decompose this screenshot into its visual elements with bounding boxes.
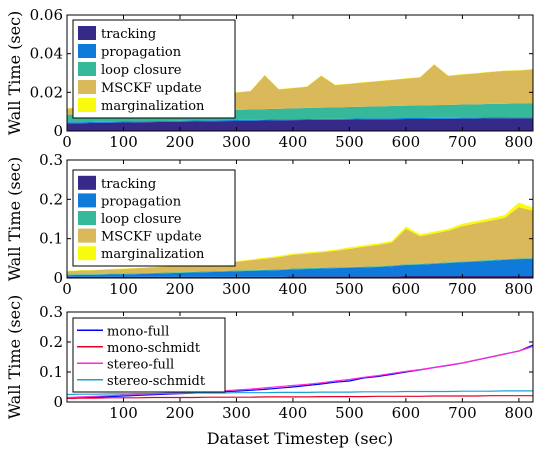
chart-panel-1: 0 100 200 300 400 500 600 700 800 0 0.02 0.04 0.06 Wa… bbox=[5, 6, 534, 151]
y-tick-label: 0.06 bbox=[30, 6, 63, 24]
x-tick-label: 600 bbox=[392, 133, 421, 151]
line-stereo-full bbox=[67, 345, 533, 399]
x-tick-label: 300 bbox=[222, 280, 251, 298]
x-tick-label: 800 bbox=[505, 133, 534, 151]
legend-swatch bbox=[78, 246, 96, 261]
x-tick-label: 700 bbox=[448, 404, 477, 422]
area-msckf-update bbox=[67, 207, 533, 275]
y-tick-label: 0 bbox=[53, 269, 63, 287]
y-tick-label: 0.1 bbox=[39, 230, 63, 248]
chart-panel-3: 100 200 300 400 500 600 700 800 0 0.1 0.2 0.3 Wall T… bbox=[5, 295, 534, 448]
y-tick-label: 0 bbox=[53, 122, 63, 140]
legend-label: propagation bbox=[101, 45, 182, 60]
axes-box bbox=[66, 311, 534, 403]
area-propagation bbox=[67, 117, 533, 124]
x-tick-label: 700 bbox=[448, 133, 477, 151]
legend-label: mono-schmidt bbox=[107, 341, 201, 356]
legend-swatch bbox=[78, 98, 96, 112]
x-tick-label: 400 bbox=[279, 280, 308, 298]
area-propagation bbox=[67, 258, 533, 277]
legend-label: loop closure bbox=[101, 63, 182, 78]
x-tick-label: 600 bbox=[392, 280, 421, 298]
legend-swatch bbox=[78, 62, 96, 76]
x-tick-label: 300 bbox=[222, 133, 251, 151]
x-tick-label: 400 bbox=[279, 404, 308, 422]
axes-box bbox=[66, 159, 534, 279]
x-tick-label: 0 bbox=[62, 133, 72, 151]
plot-area bbox=[67, 344, 533, 399]
legend-swatch bbox=[78, 175, 96, 190]
y-tick-label: 0.2 bbox=[39, 190, 63, 208]
legend-label: propagation bbox=[101, 194, 182, 209]
x-tick-label: 400 bbox=[279, 133, 308, 151]
line-mono-schmidt bbox=[67, 395, 533, 399]
x-tick-label: 100 bbox=[109, 404, 138, 422]
x-tick-label: 500 bbox=[335, 280, 364, 298]
y-tick-label: 0.1 bbox=[39, 363, 63, 381]
legend-box bbox=[72, 19, 236, 119]
legend-label: MSCKF update bbox=[101, 230, 202, 245]
legend-swatch bbox=[78, 228, 96, 243]
x-tick-label: 500 bbox=[335, 404, 364, 422]
x-tick-label: 800 bbox=[505, 404, 534, 422]
x-tick-label: 200 bbox=[166, 133, 195, 151]
axes-box bbox=[66, 14, 534, 132]
x-tick-label: 600 bbox=[392, 404, 421, 422]
legend-label: loop closure bbox=[101, 212, 182, 227]
legend-label: MSCKF update bbox=[101, 81, 202, 96]
x-tick-label: 500 bbox=[335, 133, 364, 151]
x-tick-label: 200 bbox=[166, 404, 195, 422]
legend-swatch bbox=[78, 80, 96, 94]
x-tick-label: 300 bbox=[222, 404, 251, 422]
legend-label: marginalization bbox=[101, 99, 205, 114]
legend: tracking propagation loop closure MSCKF upd… bbox=[72, 169, 236, 267]
legend-swatch bbox=[78, 211, 96, 225]
y-tick-label: 0.02 bbox=[30, 83, 63, 101]
chart-panel-2: 0 100 200 300 400 500 600 700 800 0 0.1 0.2 0.3 Wall … bbox=[5, 151, 534, 298]
area-tracking bbox=[67, 118, 533, 131]
legend-label: marginalization bbox=[101, 247, 205, 262]
x-tick-label: 0 bbox=[62, 280, 72, 298]
legend-box bbox=[72, 169, 236, 267]
x-tick-label: 800 bbox=[505, 280, 534, 298]
legend-label: tracking bbox=[101, 177, 156, 192]
x-tick-label: 700 bbox=[448, 280, 477, 298]
x-tick-label: 200 bbox=[166, 280, 195, 298]
line-stereo-schmidt bbox=[67, 390, 533, 396]
legend-label: mono-full bbox=[107, 324, 169, 339]
y-axis-label: Wall Time (sec) bbox=[5, 157, 24, 282]
legend-label: stereo-full bbox=[107, 357, 174, 372]
y-tick-label: 0.3 bbox=[39, 303, 63, 321]
y-tick-label: 0.3 bbox=[39, 151, 63, 169]
legend-label: tracking bbox=[101, 27, 156, 42]
x-tick-label: 100 bbox=[109, 280, 138, 298]
y-tick-label: 0.04 bbox=[30, 45, 63, 63]
legend-swatch bbox=[78, 193, 96, 208]
y-tick-label: 0.2 bbox=[39, 333, 63, 351]
y-axis-label: Wall Time (sec) bbox=[5, 11, 24, 136]
legend: tracking propagation loop closure MSCKF upd… bbox=[72, 19, 236, 119]
legend-swatch bbox=[78, 26, 96, 40]
legend-label: stereo-schmidt bbox=[107, 374, 206, 389]
x-tick-label: 100 bbox=[109, 133, 138, 151]
legend-swatch bbox=[78, 44, 96, 58]
x-axis-label: Dataset Timestep (sec) bbox=[207, 429, 394, 448]
y-axis-label: Wall Time (sec) bbox=[5, 295, 24, 420]
y-tick-label: 0 bbox=[53, 393, 63, 411]
